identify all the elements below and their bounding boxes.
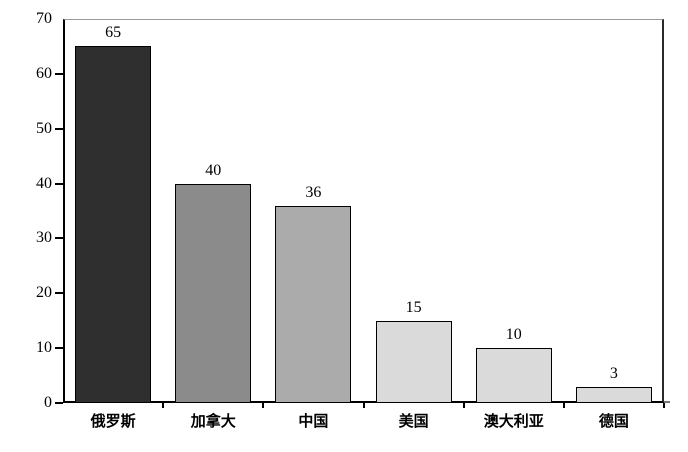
x-axis-category-label: 俄罗斯 — [90, 413, 136, 430]
y-axis-tick-label: 30 — [36, 229, 52, 247]
bar — [75, 46, 152, 403]
y-axis-tick — [55, 182, 63, 185]
y-axis-tick-label: 60 — [36, 64, 52, 82]
bar — [475, 348, 552, 403]
plot-area — [63, 19, 664, 403]
bar-value-label: 3 — [609, 364, 618, 382]
bar-value-label: 10 — [505, 326, 522, 344]
y-axis-tick — [55, 402, 63, 404]
bar-value-label: 40 — [205, 161, 222, 179]
y-axis-tick-label: 0 — [44, 394, 52, 411]
y-axis-tick — [55, 127, 63, 130]
y-axis-tick — [55, 72, 63, 75]
bar — [175, 183, 252, 403]
bar — [375, 320, 452, 403]
x-axis-line-extension — [664, 401, 670, 403]
x-axis-tick — [362, 403, 365, 408]
y-axis-tick — [55, 237, 63, 240]
x-axis-tick — [663, 403, 665, 408]
y-axis-tick-label: 50 — [36, 119, 52, 137]
bar — [275, 205, 352, 403]
x-axis-tick — [462, 403, 465, 408]
y-axis-tick — [55, 347, 63, 350]
x-axis-tick — [162, 403, 165, 408]
x-axis-category-label: 澳大利亚 — [483, 413, 544, 430]
x-axis-category-label: 加拿大 — [190, 413, 236, 430]
y-axis-tick-label: 70 — [36, 10, 52, 27]
x-axis-tick — [562, 403, 565, 408]
x-axis-category-label: 德国 — [598, 413, 629, 430]
x-axis-category-label: 中国 — [298, 413, 329, 430]
bar-value-label: 15 — [405, 298, 422, 316]
y-axis-tick — [55, 292, 63, 295]
y-axis-tick-label: 10 — [36, 339, 52, 357]
x-axis-category-label: 美国 — [398, 413, 429, 430]
bar — [575, 386, 652, 403]
bar-value-label: 36 — [305, 183, 322, 201]
x-axis-tick — [262, 403, 265, 408]
y-axis-tick-label: 20 — [36, 284, 52, 302]
y-axis-tick-label: 40 — [36, 174, 52, 192]
bar-value-label: 65 — [105, 24, 122, 42]
